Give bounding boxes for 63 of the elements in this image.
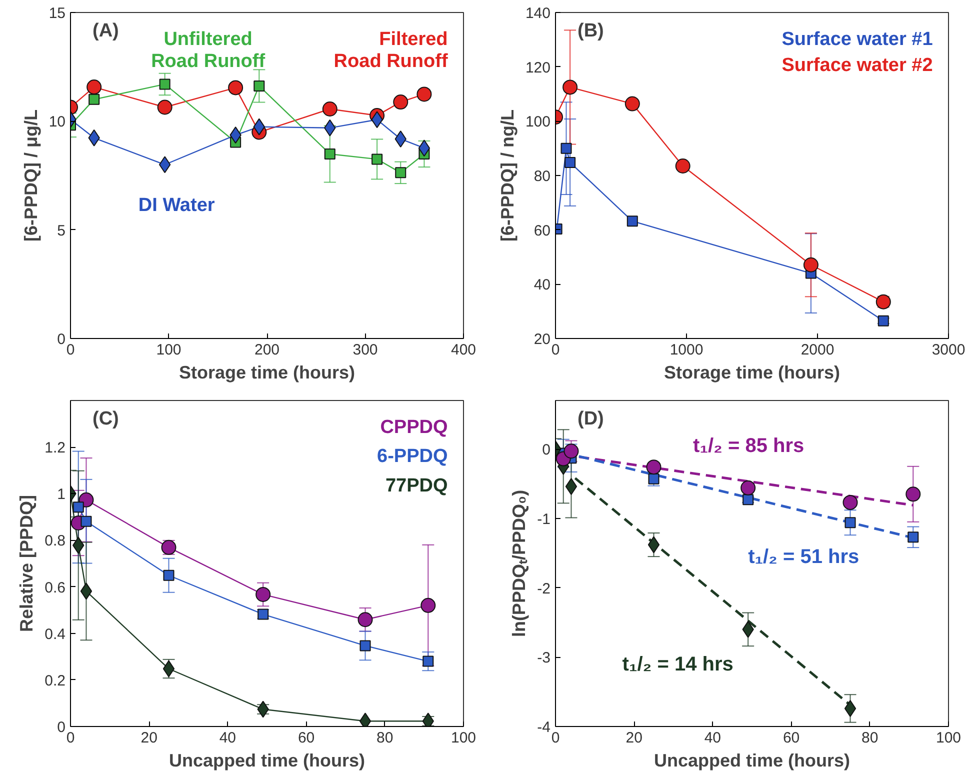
y-tick-label: -2 <box>537 580 551 598</box>
x-tick-label: 100 <box>156 342 182 358</box>
chart-title: (D) <box>578 408 604 430</box>
annotation: t₁/₂ = 51 hrs <box>748 546 860 568</box>
x-tick-label: 20 <box>140 730 158 746</box>
y-axis-title: [6-PPDQ] / ng/L <box>497 109 518 242</box>
x-axis-title: Uncapped time (hours) <box>654 750 850 770</box>
y-tick-label: 0 <box>542 442 550 459</box>
y-tick-label: 0.6 <box>44 579 66 596</box>
x-tick-label: 80 <box>376 730 394 746</box>
chart-title: (B) <box>578 20 604 42</box>
y-tick-label: -4 <box>537 719 551 736</box>
x-tick-label: 2000 <box>800 342 834 358</box>
y-tick-label: 80 <box>534 168 551 185</box>
y-tick-label: 60 <box>534 222 551 240</box>
x-tick-label: 20 <box>626 730 642 746</box>
text: Surface water #1 <box>782 28 934 50</box>
x-tick-label: 100 <box>450 730 476 746</box>
x-tick-label: 200 <box>254 342 280 358</box>
text: CPPDQ <box>380 416 448 438</box>
series-label: Filtered Road Runoff <box>334 28 448 72</box>
y-tick-label: 0.2 <box>44 672 66 690</box>
y-tick-label: 0 <box>57 331 66 348</box>
y-axis-title: ln(PPDQₜ/PPDQ₀) <box>509 490 530 638</box>
text: Surface water #2 <box>782 54 933 76</box>
y-tick-label: 1.2 <box>44 440 66 457</box>
x-tick-label: 300 <box>352 342 378 358</box>
text: 77PDQ <box>385 475 448 496</box>
y-tick-label: -1 <box>537 510 551 528</box>
x-tick-label: 80 <box>862 730 878 746</box>
x-axis-title: Uncapped time (hours) <box>168 750 366 770</box>
y-tick-label: 120 <box>525 59 551 76</box>
x-tick-label: 100 <box>936 730 962 746</box>
annotation: t₁/₂ = 85 hrs <box>693 435 804 458</box>
x-tick-label: 60 <box>782 730 800 746</box>
y-tick-label: 0.4 <box>44 626 66 643</box>
y-tick-label: 140 <box>525 5 551 22</box>
y-tick-label: 1 <box>57 486 66 504</box>
chart-title: (A) <box>92 20 119 42</box>
series-label: DI Water <box>138 195 216 216</box>
x-tick-label: 40 <box>219 730 236 746</box>
x-axis-title: Storage time (hours) <box>664 362 840 382</box>
y-tick-label: 20 <box>534 331 551 348</box>
y-tick-label: 0.8 <box>44 532 66 550</box>
y-axis-title: Relative [PPDQ] <box>16 494 37 632</box>
y-tick-label: 40 <box>534 276 551 294</box>
y-axis-title: [6-PPDQ] / μg/L <box>20 109 41 242</box>
annotation: t₁/₂ = 14 hrs <box>622 654 734 676</box>
text: 6-PPDQ <box>377 446 448 468</box>
x-axis-title: Storage time (hours) <box>178 362 356 382</box>
series-label: Unfiltered Road Runoff <box>151 28 266 72</box>
x-tick-label: 40 <box>704 730 722 746</box>
x-tick-label: 1000 <box>670 342 704 358</box>
y-tick-label: -3 <box>537 650 551 667</box>
y-tick-label: 15 <box>48 5 66 22</box>
chart-title: (C) <box>92 408 119 430</box>
y-tick-label: 5 <box>57 222 66 240</box>
y-tick-label: 0 <box>57 719 66 736</box>
y-tick-label: 10 <box>48 114 66 131</box>
x-tick-label: 3000 <box>932 342 966 358</box>
y-tick-label: 100 <box>525 114 551 131</box>
x-tick-label: 400 <box>450 342 476 358</box>
x-tick-label: 60 <box>298 730 315 746</box>
